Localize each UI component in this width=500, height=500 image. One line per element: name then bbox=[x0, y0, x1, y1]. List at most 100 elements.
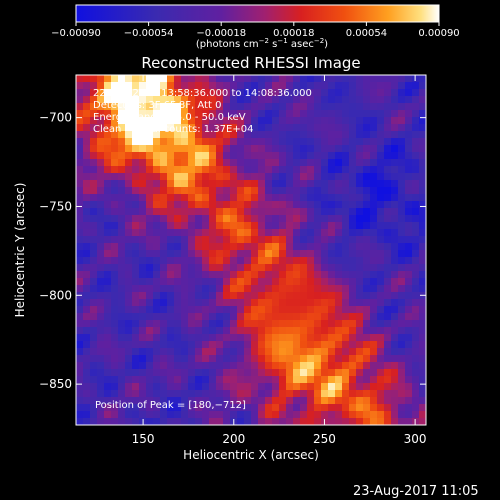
heatmap-cell bbox=[76, 215, 84, 223]
heatmap-cell bbox=[181, 292, 189, 300]
heatmap-cell bbox=[195, 124, 203, 132]
heatmap-cell bbox=[265, 131, 273, 139]
heatmap-cell bbox=[188, 159, 196, 167]
heatmap-cell bbox=[132, 180, 140, 188]
heatmap-cell bbox=[174, 89, 182, 97]
heatmap-cell bbox=[160, 418, 168, 425]
heatmap-cell bbox=[342, 285, 350, 293]
heatmap-cell bbox=[370, 159, 378, 167]
heatmap-cell bbox=[146, 404, 154, 412]
heatmap-cell bbox=[419, 243, 426, 251]
heatmap-cell bbox=[258, 166, 266, 174]
heatmap-cell bbox=[97, 236, 105, 244]
heatmap-cell bbox=[230, 103, 238, 111]
heatmap-cell bbox=[146, 264, 154, 272]
heatmap-cell bbox=[97, 229, 105, 237]
heatmap-cell bbox=[384, 145, 392, 153]
heatmap-cell bbox=[195, 194, 203, 202]
heatmap-cell bbox=[314, 194, 322, 202]
heatmap-cell bbox=[104, 152, 112, 160]
heatmap-cell bbox=[349, 285, 357, 293]
heatmap-cell bbox=[391, 404, 399, 412]
heatmap-cell bbox=[146, 369, 154, 377]
heatmap-cell bbox=[286, 236, 294, 244]
heatmap-cell bbox=[272, 313, 280, 321]
heatmap-cell bbox=[153, 369, 161, 377]
heatmap-cell bbox=[202, 327, 210, 335]
heatmap-cell bbox=[83, 173, 91, 181]
heatmap-cell bbox=[384, 327, 392, 335]
heatmap-cell bbox=[202, 341, 210, 349]
heatmap-cell bbox=[181, 215, 189, 223]
heatmap-cell bbox=[328, 292, 336, 300]
heatmap-cell bbox=[279, 369, 287, 377]
heatmap-cell bbox=[279, 124, 287, 132]
heatmap-cell bbox=[76, 327, 84, 335]
heatmap-cell bbox=[230, 355, 238, 363]
heatmap-cell bbox=[363, 334, 371, 342]
heatmap-cell bbox=[314, 355, 322, 363]
heatmap-cell bbox=[244, 243, 252, 251]
heatmap-cell bbox=[286, 103, 294, 111]
heatmap-cell bbox=[181, 152, 189, 160]
heatmap-cell bbox=[370, 313, 378, 321]
heatmap-cell bbox=[419, 264, 426, 272]
heatmap-cell bbox=[160, 117, 168, 125]
heatmap-cell bbox=[223, 404, 231, 412]
heatmap-cell bbox=[188, 152, 196, 160]
heatmap-cell bbox=[209, 264, 217, 272]
heatmap-cell bbox=[111, 152, 119, 160]
heatmap-cell bbox=[328, 383, 336, 391]
heatmap-cell bbox=[265, 306, 273, 314]
heatmap-cell bbox=[300, 383, 308, 391]
heatmap-cell bbox=[111, 159, 119, 167]
heatmap-cell bbox=[314, 173, 322, 181]
heatmap-cell bbox=[286, 117, 294, 125]
heatmap-cell bbox=[258, 208, 266, 216]
heatmap-cell bbox=[307, 404, 315, 412]
heatmap-cell bbox=[181, 124, 189, 132]
heatmap-cell bbox=[370, 334, 378, 342]
heatmap-cell bbox=[398, 313, 406, 321]
heatmap-cell bbox=[321, 201, 329, 209]
heatmap-cell bbox=[104, 306, 112, 314]
heatmap-cell bbox=[244, 306, 252, 314]
heatmap-cell bbox=[412, 82, 420, 90]
heatmap-cell bbox=[153, 180, 161, 188]
heatmap-cell bbox=[174, 110, 182, 118]
heatmap-cell bbox=[335, 131, 343, 139]
heatmap-cell bbox=[167, 236, 175, 244]
heatmap-cell bbox=[167, 397, 175, 405]
heatmap-cell bbox=[314, 236, 322, 244]
heatmap-cell bbox=[146, 292, 154, 300]
heatmap-cell bbox=[83, 215, 91, 223]
heatmap-cell bbox=[356, 376, 364, 384]
annotation-time-range: 22‑Aug‑2017 13:58:36.000 to 14:08:36.000 bbox=[93, 88, 312, 99]
heatmap-cell bbox=[405, 327, 413, 335]
heatmap-cell bbox=[237, 418, 245, 425]
heatmap-cell bbox=[398, 215, 406, 223]
heatmap-cell bbox=[419, 411, 426, 419]
heatmap-cell bbox=[398, 390, 406, 398]
heatmap-cell bbox=[223, 383, 231, 391]
heatmap-cell bbox=[153, 341, 161, 349]
heatmap-cell bbox=[328, 145, 336, 153]
heatmap-cell bbox=[349, 138, 357, 146]
heatmap-cell bbox=[223, 194, 231, 202]
heatmap-cell bbox=[321, 159, 329, 167]
heatmap-cell bbox=[251, 390, 259, 398]
heatmap-cell bbox=[286, 327, 294, 335]
heatmap-cell bbox=[146, 411, 154, 419]
heatmap-cell bbox=[188, 82, 196, 90]
heatmap-cell bbox=[181, 369, 189, 377]
heatmap-cell bbox=[398, 271, 406, 279]
heatmap-cell bbox=[195, 397, 203, 405]
heatmap-cell bbox=[265, 369, 273, 377]
heatmap-cell bbox=[307, 229, 315, 237]
heatmap-cell bbox=[370, 117, 378, 125]
heatmap-cell bbox=[118, 152, 126, 160]
heatmap-cell bbox=[104, 411, 112, 419]
heatmap-cell bbox=[258, 411, 266, 419]
heatmap-cell bbox=[132, 313, 140, 321]
heatmap-cell bbox=[237, 194, 245, 202]
